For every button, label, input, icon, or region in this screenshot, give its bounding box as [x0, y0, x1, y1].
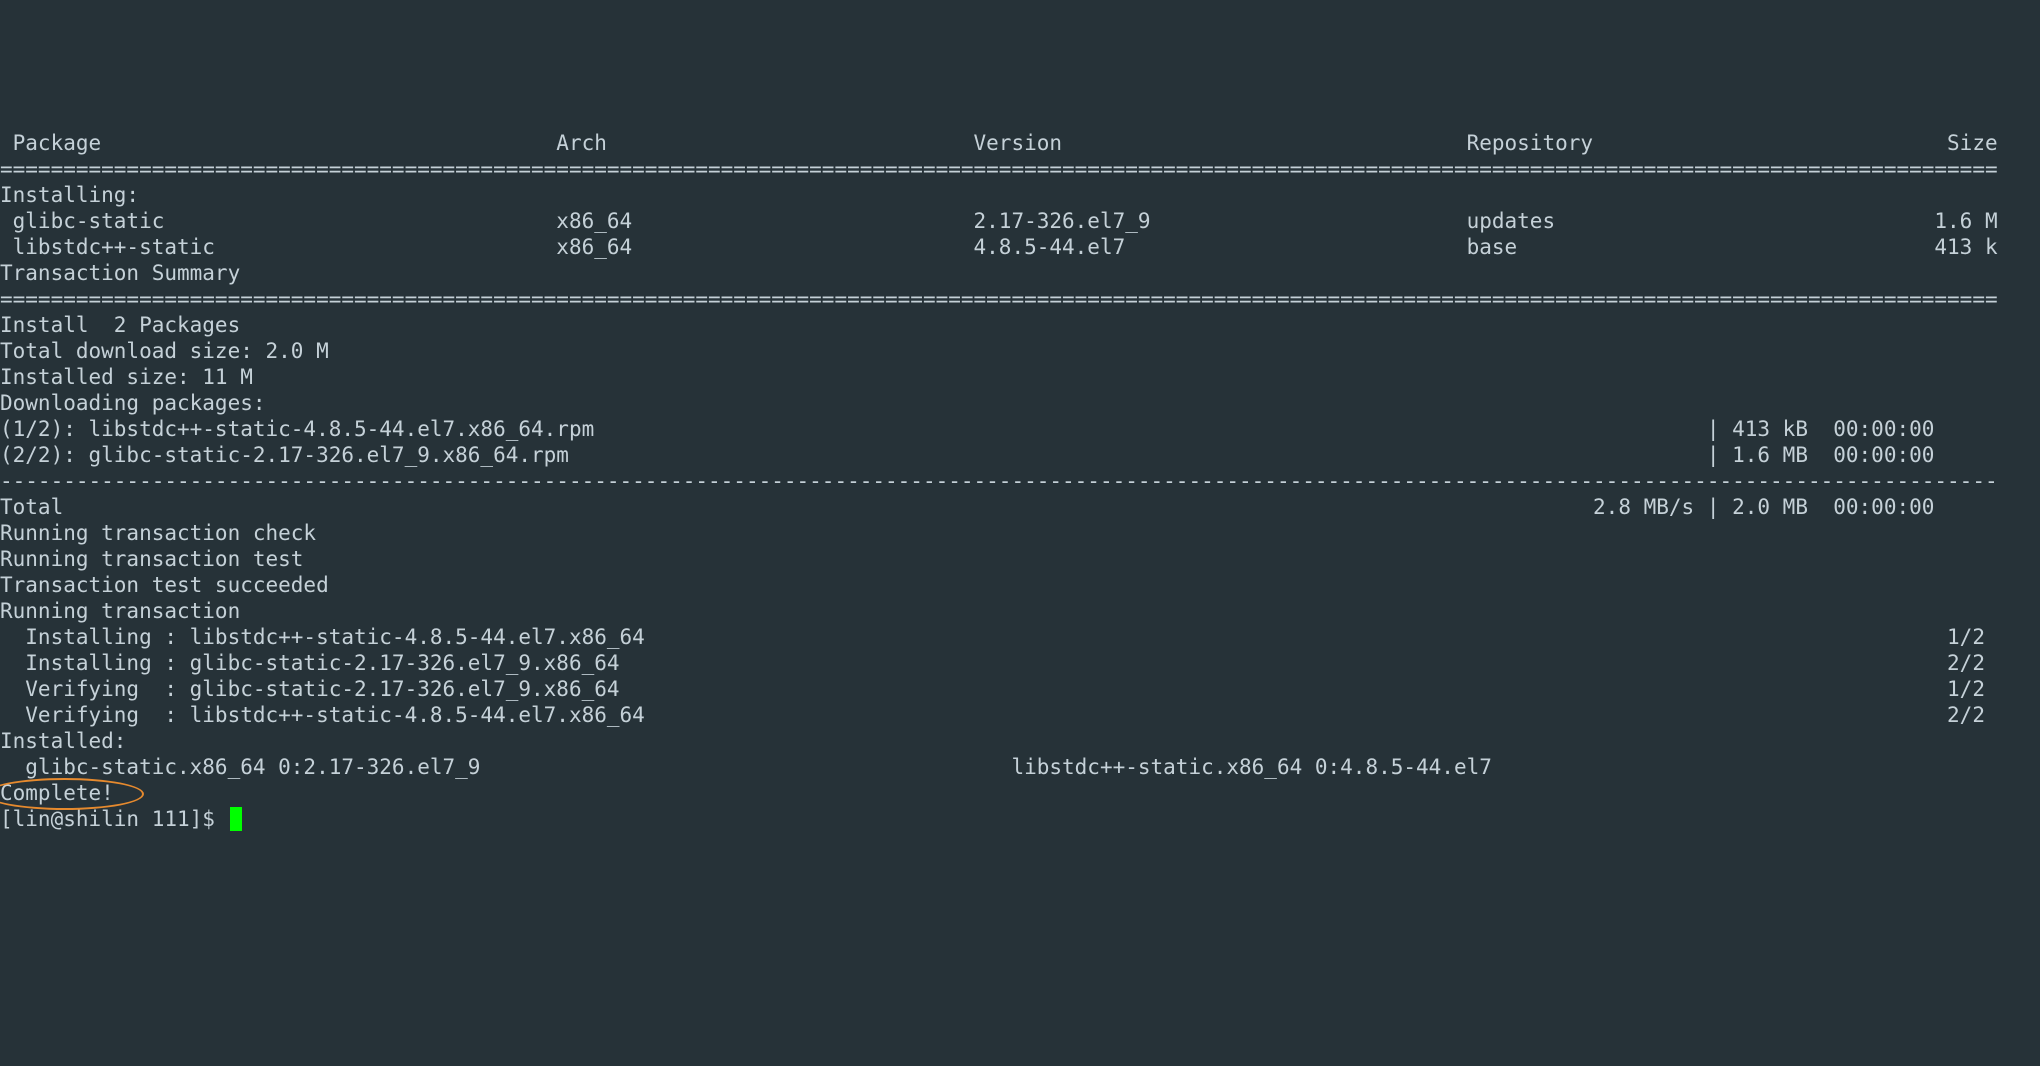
terminal-line: Total 2.8 MB/s | 2.0 MB 00:00:00	[0, 494, 2040, 520]
terminal-line: ----------------------------------------…	[0, 468, 2040, 494]
complete-text: Complete!	[0, 781, 114, 805]
complete-line: Complete!	[0, 780, 2040, 806]
terminal-line: Installing : glibc-static-2.17-326.el7_9…	[0, 650, 2040, 676]
terminal-line: Installed:	[0, 728, 2040, 754]
terminal-line: Running transaction test	[0, 546, 2040, 572]
terminal-line: ========================================…	[0, 286, 2040, 312]
terminal-line: Total download size: 2.0 M	[0, 338, 2040, 364]
terminal-line: Installed size: 11 M	[0, 364, 2040, 390]
terminal-line: ========================================…	[0, 156, 2040, 182]
terminal-line: Installing:	[0, 182, 2040, 208]
terminal-line: Running transaction	[0, 598, 2040, 624]
terminal-line: glibc-static.x86_64 0:2.17-326.el7_9 lib…	[0, 754, 2040, 780]
terminal-line: libstdc++-static x86_64 4.8.5-44.el7 bas…	[0, 234, 2040, 260]
terminal-output: Package Arch Version Repository Size====…	[0, 130, 2040, 832]
terminal-line: Install 2 Packages	[0, 312, 2040, 338]
terminal-line: glibc-static x86_64 2.17-326.el7_9 updat…	[0, 208, 2040, 234]
prompt-line[interactable]: [lin@shilin 111]$	[0, 806, 2040, 832]
terminal-line: (1/2): libstdc++-static-4.8.5-44.el7.x86…	[0, 416, 2040, 442]
terminal-line: Verifying : glibc-static-2.17-326.el7_9.…	[0, 676, 2040, 702]
terminal-line: Downloading packages:	[0, 390, 2040, 416]
terminal-line: Verifying : libstdc++-static-4.8.5-44.el…	[0, 702, 2040, 728]
terminal-line: (2/2): glibc-static-2.17-326.el7_9.x86_6…	[0, 442, 2040, 468]
cursor	[230, 807, 242, 831]
terminal-line: Transaction Summary	[0, 260, 2040, 286]
terminal-line: Running transaction check	[0, 520, 2040, 546]
prompt-text: [lin@shilin 111]$	[0, 807, 228, 831]
terminal-line: Transaction test succeeded	[0, 572, 2040, 598]
terminal-line: Package Arch Version Repository Size	[0, 130, 2040, 156]
terminal-line: Installing : libstdc++-static-4.8.5-44.e…	[0, 624, 2040, 650]
